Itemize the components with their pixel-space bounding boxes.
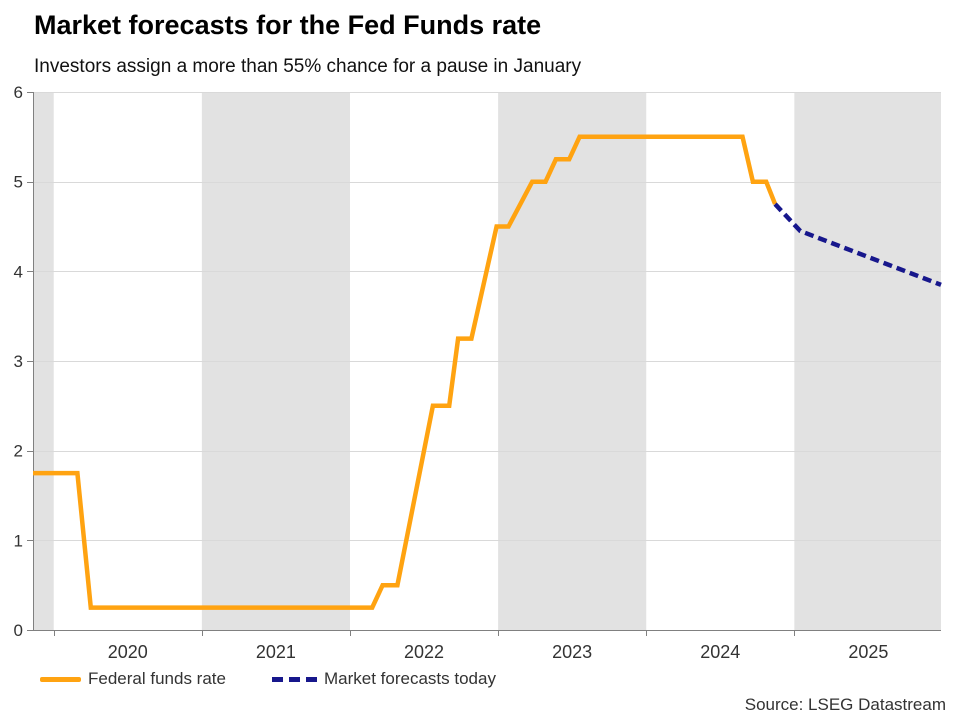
market-forecasts-line — [773, 202, 942, 287]
y-axis-tick-label: 1 — [14, 531, 23, 550]
market-forecasts-legend-label: Market forecasts today — [324, 669, 496, 688]
y-axis-tick-label: 3 — [14, 352, 23, 371]
x-axis-year-label: 2022 — [404, 642, 444, 662]
y-axis-tick-label: 5 — [14, 173, 23, 192]
federal-funds-rate-line — [33, 134, 778, 610]
y-axis-tick-label: 2 — [14, 442, 23, 461]
x-axis-year-label: 2020 — [108, 642, 148, 662]
y-axis-tick-label: 4 — [14, 262, 23, 281]
x-axis-year-label: 2023 — [552, 642, 592, 662]
market-forecasts-legend-swatch — [272, 677, 319, 682]
y-axis-tick-label: 0 — [14, 621, 23, 640]
chart-title: Market forecasts for the Fed Funds rate — [34, 10, 542, 40]
source-credit: Source: LSEG Datastream — [744, 695, 946, 714]
federal-funds-rate-legend-label: Federal funds rate — [88, 669, 226, 688]
x-axis-year-label: 2021 — [256, 642, 296, 662]
x-axis-year-label: 2025 — [848, 642, 888, 662]
chart-subtitle: Investors assign a more than 55% chance … — [34, 56, 582, 77]
x-axis-year-label: 2024 — [700, 642, 740, 662]
y-axis-tick-label: 6 — [14, 83, 23, 102]
federal-funds-rate-legend-swatch — [40, 677, 81, 682]
